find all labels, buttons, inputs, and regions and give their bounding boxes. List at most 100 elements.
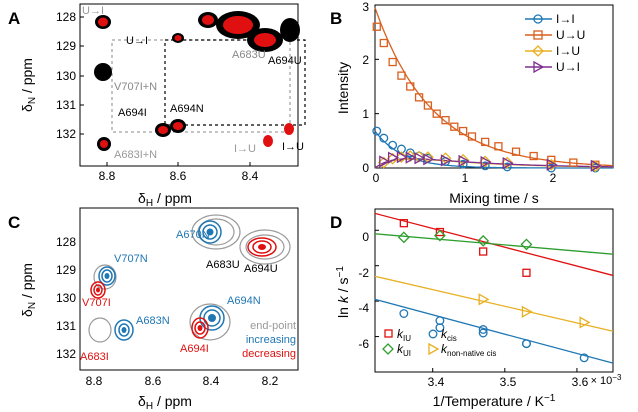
d-ytick: -6 bbox=[358, 337, 369, 351]
annot-c-a694u: A694U bbox=[244, 263, 278, 275]
d-data-point bbox=[521, 305, 533, 318]
panel-b-ylabel: Intensity bbox=[335, 62, 351, 114]
annot-c-a683i: A683I bbox=[80, 351, 109, 363]
legend-b-ui: U→I bbox=[556, 60, 580, 74]
panel-d: D 3.4 3.5 3.6 0 -2 -4 -6 × 10−3 1/Temper… bbox=[330, 208, 622, 409]
b-data-point bbox=[423, 153, 435, 166]
b-data-point bbox=[481, 137, 490, 147]
b-data-point bbox=[406, 82, 415, 91]
b-data-point bbox=[414, 152, 426, 165]
c-xtick: 8.4 bbox=[203, 374, 220, 388]
b-data-point bbox=[388, 57, 397, 67]
a-xtick: 8.6 bbox=[170, 169, 187, 183]
b-data-point bbox=[450, 122, 459, 131]
legend-d-kcis: kcis bbox=[441, 327, 457, 343]
d-data-point bbox=[435, 323, 445, 333]
d-xtick: 3.5 bbox=[500, 375, 517, 389]
d-data-point bbox=[479, 247, 488, 256]
a-ytick: 131 bbox=[56, 98, 76, 112]
panel-a-yaxis: 128 129 130 131 132 bbox=[56, 10, 84, 141]
annot-a-a694u: A694U bbox=[268, 55, 302, 67]
d-data-point bbox=[478, 293, 490, 306]
b-data-point bbox=[458, 126, 468, 136]
panel-d-legend: kIU kcis kUI knon-native cis bbox=[382, 327, 496, 358]
panel-b: B 0 1 2 0 1 2 3 Mixing time / s Intensit… bbox=[330, 0, 614, 206]
c-ytick: 129 bbox=[56, 263, 76, 277]
d-data-point bbox=[399, 309, 409, 318]
panel-b-frame bbox=[374, 4, 614, 169]
d-data-point bbox=[579, 353, 589, 363]
legend-b-ii: I→I bbox=[556, 12, 575, 26]
a-ytick: 132 bbox=[56, 127, 76, 141]
contour-c-a694n bbox=[189, 303, 231, 341]
panel-b-xlabel: Mixing time / s bbox=[449, 190, 538, 206]
a-ytick: 128 bbox=[56, 10, 76, 24]
annot-a-iu-grey: I→U bbox=[234, 143, 256, 155]
annot-c-a683u: A683U bbox=[206, 259, 240, 271]
panel-c-label: C bbox=[8, 213, 20, 232]
b-ytick: 0 bbox=[362, 161, 369, 175]
legend-d-kui: kUI bbox=[397, 342, 411, 358]
panel-b-xaxis: 0 1 2 bbox=[373, 171, 557, 185]
b-data-point bbox=[494, 142, 503, 151]
panel-c-xlabel: δH / ppm bbox=[138, 393, 192, 412]
a-ytick: 129 bbox=[56, 39, 76, 53]
peak-a-iu-grey bbox=[263, 135, 273, 147]
annot-c-a694i: A694I bbox=[180, 343, 209, 355]
legend-c-endpoint: end-point bbox=[250, 320, 296, 332]
c-ytick: 132 bbox=[56, 347, 76, 361]
c-xtick: 8.6 bbox=[145, 374, 162, 388]
b-data-point bbox=[467, 132, 477, 141]
b-data-point bbox=[501, 156, 514, 169]
b-data-point bbox=[396, 151, 408, 164]
a-ytick: 130 bbox=[56, 69, 76, 83]
b-data-point bbox=[569, 158, 578, 167]
b-data-point bbox=[457, 153, 470, 166]
panel-a-label: A bbox=[8, 9, 20, 28]
b-data-point bbox=[458, 154, 470, 168]
panel-b-label: B bbox=[330, 9, 342, 28]
panel-d-frame bbox=[374, 208, 614, 373]
b-fit-line bbox=[374, 7, 614, 167]
d-data-point bbox=[478, 325, 488, 334]
d-ytick: -2 bbox=[358, 266, 369, 280]
c-xtick: 8.8 bbox=[86, 374, 103, 388]
b-data-point bbox=[590, 159, 602, 172]
annot-a-a694n: A694N bbox=[170, 103, 204, 115]
annot-a-iu-black: I→U bbox=[282, 141, 304, 153]
legend-c-increasing: increasing bbox=[246, 334, 296, 346]
contour-c-a683 bbox=[88, 317, 134, 343]
peak-a-a694n bbox=[170, 119, 186, 133]
b-ytick: 2 bbox=[362, 53, 369, 67]
panel-b-plot bbox=[372, 4, 614, 173]
annot-c-a694n: A694N bbox=[227, 295, 261, 307]
b-data-point bbox=[502, 157, 514, 170]
panel-d-label: D bbox=[330, 213, 342, 232]
annot-c-v707i: V707I bbox=[82, 297, 111, 309]
peak-a-v707 bbox=[94, 63, 112, 81]
b-data-point bbox=[479, 155, 492, 168]
peak-a-a683i bbox=[97, 137, 111, 151]
panel-a-ylabel: δN / ppm bbox=[19, 58, 38, 112]
legend-c-decreasing: decreasing bbox=[242, 348, 296, 360]
b-xtick: 0 bbox=[373, 171, 380, 185]
d-data-point bbox=[399, 219, 408, 228]
b-data-point bbox=[432, 109, 441, 118]
legend-b-iu: I→U bbox=[556, 44, 580, 58]
b-data-point bbox=[387, 151, 399, 164]
annot-a-a694i: A694I bbox=[118, 107, 147, 119]
d-xscale-exp: × 10−3 bbox=[591, 373, 622, 387]
annot-c-a670n: A670N bbox=[176, 229, 210, 241]
b-data-point bbox=[388, 140, 398, 150]
legend-d-knonnative: knon-native cis bbox=[441, 342, 496, 358]
panel-a: A bbox=[8, 3, 306, 209]
annot-a-v707: V707I+N bbox=[114, 81, 157, 93]
legend-b-uu: U→U bbox=[556, 28, 585, 42]
panel-d-xlabel: 1/Temperature / K−1 bbox=[433, 393, 556, 409]
contour-c-a694u bbox=[239, 229, 291, 265]
b-data-point bbox=[379, 38, 388, 48]
annot-a-a683i: A683I+N bbox=[114, 149, 157, 161]
annot-a-ui-black: U→I bbox=[126, 35, 148, 47]
b-data-point bbox=[372, 126, 382, 136]
